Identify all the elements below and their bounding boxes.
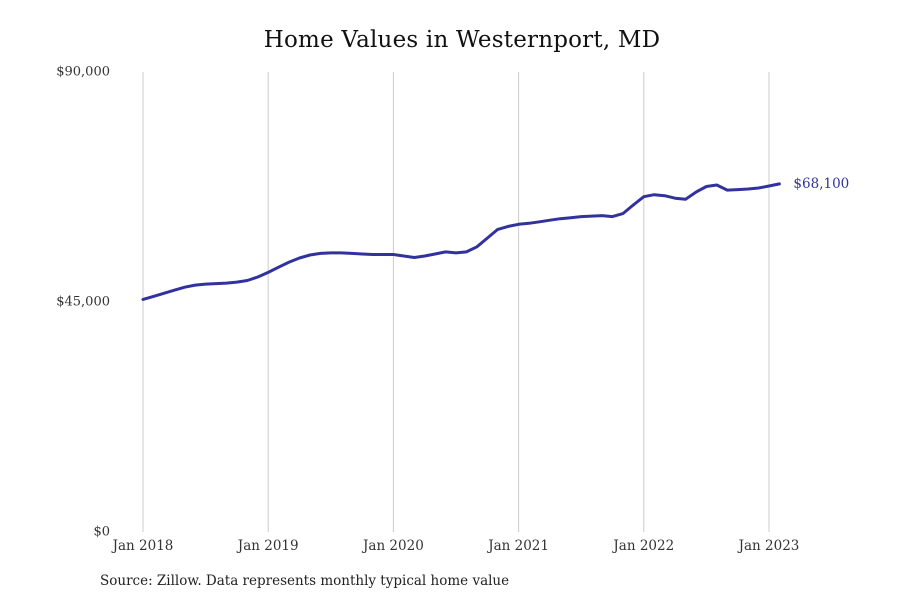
page-title: Home Values in Westernport, MD	[263, 27, 661, 53]
x-axis-tick-label: Jan 2018	[112, 538, 174, 554]
x-axis-tick-label: Jan 2019	[237, 538, 299, 554]
x-axis-tick-label: Jan 2020	[362, 538, 424, 554]
end-value-label: $68,100	[793, 175, 850, 192]
y-axis-tick-label: $45,000	[56, 294, 110, 310]
source-note: Source: Zillow. Data represents monthly …	[100, 573, 510, 589]
y-axis-tick-label: $90,000	[56, 64, 110, 80]
x-axis-tick-label: Jan 2023	[738, 538, 800, 554]
y-axis-tick-label: $0	[93, 524, 110, 540]
x-axis-tick-label: Jan 2021	[488, 538, 549, 554]
gridlines	[142, 72, 770, 532]
x-axis-tick-label: Jan 2022	[613, 538, 675, 554]
value-line	[141, 182, 781, 301]
